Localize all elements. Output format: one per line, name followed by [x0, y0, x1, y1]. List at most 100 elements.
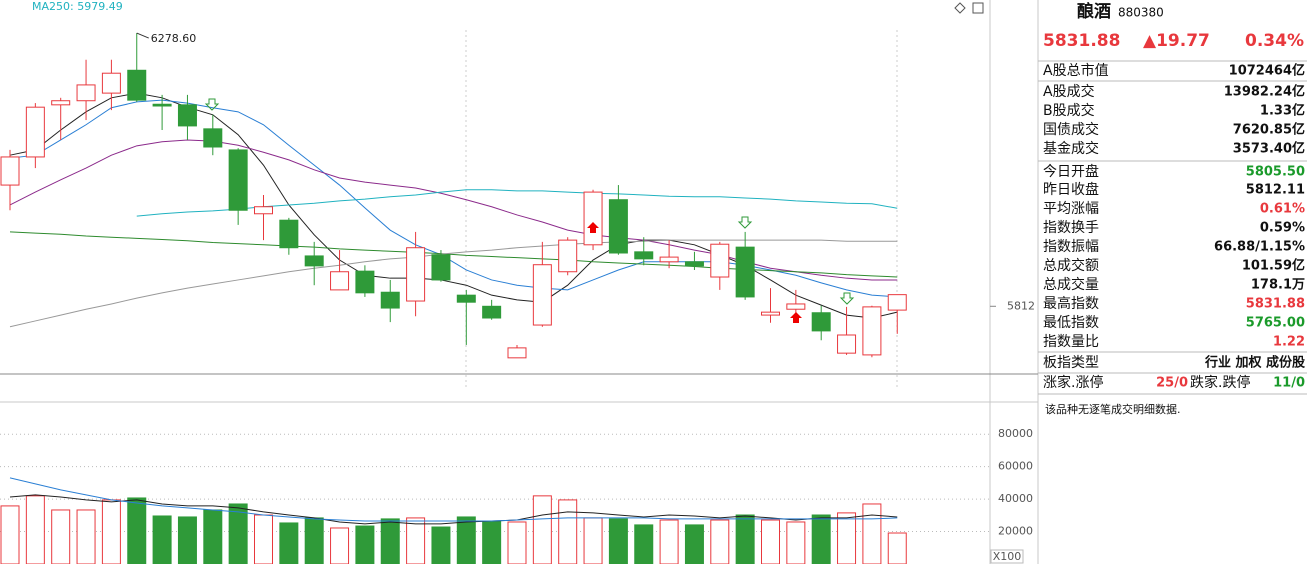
- row-value: 11/0: [1273, 376, 1305, 391]
- volume-bar: [101, 499, 121, 564]
- y-tick-label: 5812: [1007, 299, 1035, 312]
- signal-arrow: [790, 312, 802, 323]
- ma-name: MA250:: [32, 0, 74, 13]
- candle-body: [406, 247, 426, 302]
- row-value: 5812.11: [1246, 183, 1305, 198]
- candle-body: [51, 100, 71, 106]
- candle-body: [431, 254, 451, 281]
- candle-body: [355, 270, 375, 294]
- row-label: 国债成交: [1043, 121, 1099, 138]
- candle-body: [254, 206, 273, 215]
- candle-body: [330, 271, 350, 291]
- volume-bar: [862, 503, 882, 564]
- row-label: 板指类型: [1043, 355, 1099, 371]
- volume-bar: [659, 519, 679, 564]
- price: 5831.88: [1043, 31, 1120, 51]
- row-label: 指数量比: [1043, 334, 1099, 350]
- volume-bar: [304, 517, 324, 564]
- ma-line: [9, 494, 898, 525]
- price-chart: 5812 6278.60: [0, 32, 1035, 359]
- annotation-line: [136, 32, 149, 39]
- row-value: 66.88/1.15%: [1214, 240, 1305, 255]
- ma-line: [9, 477, 898, 522]
- row-label: 总成交量: [1043, 276, 1099, 293]
- signal-arrow: [587, 222, 599, 233]
- volume-bar: [431, 526, 451, 564]
- row-value: 0.59%: [1260, 221, 1305, 236]
- volume-bar: [837, 512, 857, 564]
- volume-bar: [177, 516, 197, 564]
- y-tick-label: 80000: [998, 427, 1033, 440]
- row-value: 5765.00: [1246, 316, 1305, 331]
- row-label: 指数换手: [1043, 219, 1099, 236]
- row-label: A股总市值: [1043, 62, 1109, 79]
- row-label: 指数振幅: [1043, 239, 1099, 255]
- volume-bar: [887, 532, 907, 564]
- row-value: 7620.85亿: [1233, 122, 1305, 138]
- note: 该品种无逐笔成交明细数据.: [1045, 402, 1181, 416]
- volume-bar: [735, 514, 755, 564]
- volume-bar: [482, 520, 502, 564]
- volume-bar: [203, 509, 223, 564]
- volume-bar: [761, 519, 780, 564]
- row-label: 总成交额: [1043, 257, 1099, 274]
- row-label: 基金成交: [1043, 140, 1099, 157]
- row-value: 1.33亿: [1260, 103, 1305, 119]
- volume-bar: [634, 524, 654, 564]
- candle-body: [583, 191, 603, 246]
- volume-bar: [532, 495, 552, 564]
- volume-bar: [25, 495, 45, 564]
- unit-box: [990, 549, 1024, 564]
- volume-bar: [254, 514, 273, 564]
- candle-body: [101, 72, 121, 94]
- candle-body: [177, 104, 197, 127]
- row-label: A股成交: [1043, 83, 1095, 100]
- candle-body: [634, 251, 654, 260]
- volume-bar: [380, 518, 400, 564]
- y-tick-label: 20000: [998, 525, 1033, 538]
- candle-body: [228, 149, 248, 211]
- candle-body: [380, 291, 400, 309]
- volume-bar: [228, 503, 248, 564]
- volume-bar: [406, 517, 426, 564]
- candle-body: [482, 305, 502, 319]
- volume-bar: [684, 524, 704, 564]
- signal-arrow: [839, 292, 855, 305]
- candle-body: [710, 243, 730, 278]
- volume-bar: [152, 515, 172, 564]
- change: ▲19.77: [1143, 31, 1210, 51]
- row-value: 3573.40亿: [1233, 141, 1305, 157]
- annotation: 6278.60: [151, 32, 197, 45]
- candle-body: [0, 156, 20, 186]
- volume-bar: [583, 517, 603, 564]
- candle-body: [684, 261, 704, 267]
- icon[interactable]: [954, 2, 966, 14]
- volume-bar: [456, 516, 476, 564]
- volume-bar: [811, 514, 831, 564]
- candle-body: [811, 312, 831, 332]
- unit-label: X100: [993, 550, 1022, 563]
- candle-body: [279, 219, 299, 249]
- index-code: 880380: [1118, 6, 1164, 20]
- volume-bar: [76, 509, 96, 564]
- candle-body: [507, 347, 527, 359]
- icon[interactable]: [972, 2, 984, 14]
- candle-body: [203, 128, 223, 148]
- volume-bar: [558, 499, 578, 564]
- volume-bar: [0, 505, 20, 564]
- candle-body: [304, 255, 324, 267]
- candle-body: [456, 294, 476, 303]
- row-value: 101.59亿: [1242, 258, 1305, 274]
- ma-value: 5979.49: [77, 0, 123, 13]
- index-name: 酿酒: [1077, 1, 1111, 22]
- volume-bar: [355, 525, 375, 564]
- change-pct: 0.34%: [1245, 31, 1304, 51]
- candle-body: [659, 256, 679, 263]
- ma-legend: MA250: 5979.49: [32, 0, 123, 13]
- y-tick-label: 60000: [998, 460, 1033, 473]
- row-value: 1.22: [1273, 335, 1305, 350]
- candle-body: [735, 246, 755, 298]
- candle-body: [837, 334, 857, 354]
- row-value: 0.61%: [1260, 202, 1305, 217]
